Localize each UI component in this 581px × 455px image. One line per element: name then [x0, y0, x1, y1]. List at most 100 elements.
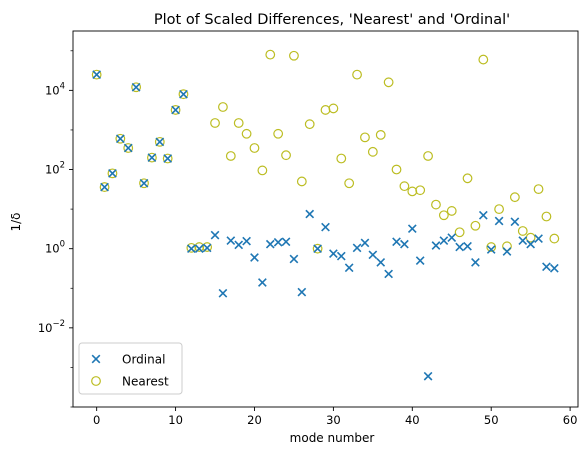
- ordinal-point: [463, 241, 472, 251]
- legend-label: Nearest: [122, 375, 169, 389]
- x-marker-stroke: [534, 234, 543, 243]
- nearest-point: [273, 128, 284, 139]
- nearest-point: [91, 69, 102, 80]
- y-tick-base: 10: [45, 242, 60, 256]
- x-tick-label: 50: [484, 413, 499, 427]
- nearest-point: [265, 49, 276, 60]
- x-marker-stroke: [344, 263, 354, 273]
- ordinal-point: [242, 236, 251, 246]
- y-tick-label: 10−2: [38, 319, 65, 335]
- x-marker-stroke: [336, 251, 346, 261]
- x-marker-stroke: [321, 222, 330, 232]
- ordinal-point: [471, 258, 480, 267]
- x-marker-stroke: [542, 262, 551, 272]
- nearest-point: [312, 243, 323, 254]
- ordinal-point: [305, 209, 315, 219]
- x-marker-stroke: [273, 237, 283, 247]
- nearest-point: [470, 220, 481, 231]
- ordinal-point: [123, 143, 133, 153]
- x-marker-stroke: [281, 237, 291, 247]
- ordinal-point: [455, 242, 465, 252]
- nearest-point: [328, 103, 339, 114]
- x-marker-stroke: [131, 82, 141, 92]
- nearest-point: [154, 136, 165, 147]
- nearest-point: [202, 242, 213, 252]
- ordinal-point: [352, 243, 362, 253]
- x-marker-stroke: [108, 168, 117, 178]
- ordinal-point: [510, 217, 520, 227]
- nearest-point: [241, 128, 252, 139]
- nearest-point: [281, 150, 291, 161]
- nearest-point: [344, 178, 355, 189]
- ordinal-point: [360, 238, 370, 248]
- y-tick-exponent: −2: [52, 319, 65, 329]
- x-marker-stroke: [376, 258, 386, 267]
- y-tick-exponent: 2: [60, 161, 65, 171]
- x-marker-stroke: [297, 287, 307, 297]
- ordinal-point: [329, 249, 338, 258]
- ordinal-point: [297, 287, 307, 297]
- x-marker-stroke: [423, 371, 433, 381]
- x-tick-label: 20: [247, 413, 262, 427]
- nearest-point: [423, 151, 433, 161]
- ordinal-point: [400, 239, 409, 249]
- x-tick-label: 0: [93, 413, 100, 427]
- nearest-point: [494, 204, 504, 215]
- ordinal-point: [439, 236, 449, 245]
- nearest-point: [178, 89, 189, 100]
- x-marker-stroke: [210, 230, 220, 240]
- chart-title: Plot of Scaled Differences, 'Nearest' an…: [154, 12, 510, 28]
- nearest-point: [549, 233, 560, 244]
- nearest-point: [431, 199, 441, 210]
- ordinal-point: [526, 239, 536, 249]
- nearest-point: [320, 105, 331, 115]
- x-tick-label: 30: [326, 413, 341, 427]
- x-marker-stroke: [91, 354, 101, 364]
- nearest-point: [541, 211, 552, 222]
- ordinal-point: [171, 105, 180, 115]
- x-tick-label: 60: [563, 413, 578, 427]
- x-marker-stroke: [549, 263, 559, 273]
- x-marker-stroke: [265, 239, 275, 249]
- nearest-point: [225, 151, 236, 161]
- x-marker-stroke: [407, 224, 417, 234]
- nearest-point: [454, 227, 465, 238]
- ordinal-point: [108, 168, 117, 178]
- x-marker-stroke: [313, 244, 322, 254]
- nearest-point: [107, 168, 118, 179]
- nearest-point: [517, 226, 528, 236]
- plot-area: [72, 30, 579, 408]
- ordinal-point: [502, 247, 512, 256]
- nearest-point: [210, 118, 220, 128]
- ordinal-point: [179, 89, 188, 99]
- x-marker-stroke: [368, 250, 378, 260]
- nearest-point: [249, 143, 260, 153]
- nearest-point: [218, 102, 228, 112]
- nearest-point: [462, 173, 473, 184]
- nearest-point: [170, 105, 181, 115]
- nearest-point: [336, 153, 347, 164]
- ordinal-point: [155, 137, 165, 147]
- nearest-point: [367, 146, 378, 157]
- ordinal-point: [384, 269, 393, 279]
- x-marker-stroke: [329, 249, 338, 258]
- x-marker-stroke: [289, 254, 299, 264]
- y-tick-base: 10: [38, 321, 53, 335]
- nearest-point: [533, 184, 544, 195]
- x-tick-label: 40: [405, 413, 420, 427]
- x-marker-stroke: [502, 247, 512, 256]
- ordinal-point: [115, 134, 125, 144]
- ordinal-point: [368, 250, 378, 260]
- x-marker-stroke: [526, 239, 536, 249]
- x-marker-stroke: [455, 242, 465, 252]
- ordinal-point: [163, 154, 173, 163]
- x-marker-stroke: [431, 241, 441, 250]
- y-tick-base: 10: [45, 83, 60, 97]
- nearest-point: [162, 153, 173, 164]
- ordinal-point: [518, 236, 528, 245]
- ordinal-point: [226, 236, 236, 245]
- nearest-point: [391, 164, 402, 175]
- ordinal-point: [415, 256, 425, 265]
- ordinal-point: [258, 278, 267, 287]
